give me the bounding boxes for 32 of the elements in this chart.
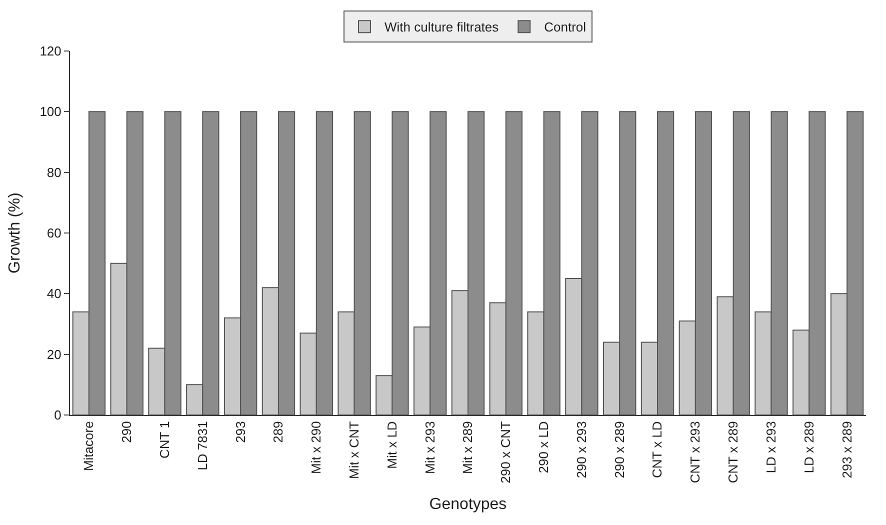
legend-label: Control — [544, 20, 586, 35]
x-tick-label: Mit x 289 — [460, 421, 476, 474]
y-tick-label: 0 — [54, 408, 62, 423]
x-tick-label: Mit x LD — [384, 421, 400, 469]
x-tick-label: 290 x 289 — [612, 421, 627, 478]
x-tick-label: 290 — [119, 421, 134, 443]
y-tick-label: 60 — [46, 226, 62, 241]
x-tick-label: 293 — [232, 421, 248, 443]
y-tick-label: 40 — [46, 286, 62, 302]
x-tick-label: Mit x 293 — [422, 421, 438, 474]
x-tick-label: LD x 289 — [801, 421, 816, 474]
y-tick-label: 120 — [40, 44, 62, 59]
x-axis-title: Genotypes — [429, 496, 507, 514]
y-tick-label: 20 — [46, 346, 62, 362]
y-axis-title: Growth (%) — [6, 192, 24, 274]
x-tick-label: Mit x 290 — [308, 421, 324, 474]
x-tick-label: 290 x 293 — [574, 421, 589, 478]
x-tick-label: LD x 293 — [763, 421, 778, 474]
x-tick-label: CNT x LD — [650, 421, 665, 478]
y-tick-label: 80 — [46, 164, 62, 180]
x-tick-label: 290 x CNT — [498, 421, 514, 484]
x-tick-label: 289 — [270, 421, 286, 443]
x-tick-label: LD 7831 — [194, 421, 210, 470]
x-tick-label: Mitacore — [81, 421, 96, 472]
x-tick-label: 293 x 289 — [839, 421, 854, 478]
x-tick-label: CNT x 293 — [688, 421, 703, 484]
x-tick-label: 290 x LD — [536, 421, 552, 474]
x-tick-label: Mit x CNT — [346, 421, 362, 479]
y-tick-label: 100 — [40, 104, 62, 120]
legend-label: With culture filtrates — [384, 20, 500, 35]
x-tick-label: CNT x 289 — [726, 421, 741, 484]
x-tick-label: CNT 1 — [156, 421, 172, 459]
